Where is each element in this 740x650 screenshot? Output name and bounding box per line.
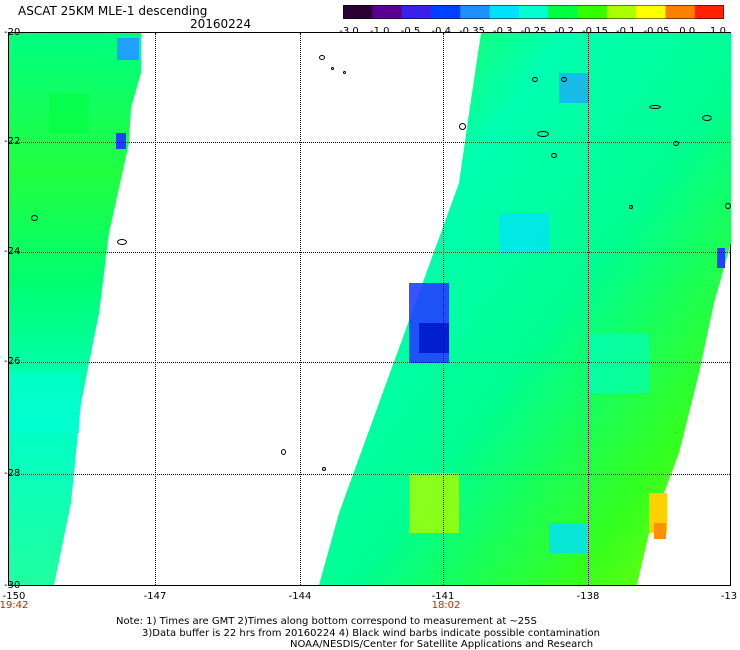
left-swath: [9, 33, 141, 585]
colorbar-label: -0.4: [431, 26, 451, 37]
lon-label: -13: [720, 591, 738, 602]
island-outline-icon: [331, 67, 334, 70]
colorbar-label: 1.0: [710, 26, 726, 37]
map-panel: [8, 32, 731, 586]
island-outline-icon: [561, 77, 567, 82]
lon-label: -144: [288, 591, 312, 602]
island-outline-icon: [702, 115, 712, 121]
colorbar-label: -1.0: [370, 26, 390, 37]
colorbar-cell: [665, 5, 696, 19]
lat-label: -28: [4, 468, 21, 479]
island-outline-icon: [532, 77, 538, 82]
colorbar: [343, 5, 724, 19]
colorbar-cell: [343, 5, 373, 19]
colorbar-label: -3.0: [339, 26, 359, 37]
lat-label: -24: [4, 246, 21, 257]
colorbar-label: -0.2: [554, 26, 574, 37]
lat-label: -30: [4, 580, 21, 591]
lon-label: -141: [431, 591, 455, 602]
colorbar-cell: [489, 5, 520, 19]
island-outline-icon: [673, 141, 679, 146]
colorbar-cell: [401, 5, 432, 19]
lat-label: -26: [4, 356, 21, 367]
colorbar-label: -0.3: [493, 26, 513, 37]
map-date: 20160224: [190, 17, 252, 31]
colorbar-cell: [577, 5, 608, 19]
island-outline-icon: [281, 449, 286, 455]
colorbar-cell: [548, 5, 578, 19]
colorbar-cell: [430, 5, 461, 19]
lon-label: -147: [143, 591, 167, 602]
island-outline-icon: [322, 467, 326, 471]
lon-label: -138: [576, 591, 600, 602]
footer-note-line3: NOAA/NESDIS/Center for Satellite Applica…: [290, 639, 594, 650]
island-outline-icon: [629, 205, 633, 209]
colorbar-label: -0.15: [582, 26, 608, 37]
colorbar-cell: [694, 5, 724, 19]
colorbar-cell: [636, 5, 666, 19]
island-outline-icon: [537, 131, 549, 137]
lat-label: -20: [4, 27, 21, 38]
map-title: ASCAT 25KM MLE-1 descending: [18, 4, 208, 18]
colorbar-label: -0.35: [459, 26, 485, 37]
colorbar-cell: [372, 5, 403, 19]
colorbar-label: -0.1: [616, 26, 636, 37]
lat-label: -22: [4, 136, 21, 147]
island-outline-icon: [31, 215, 38, 221]
footer-note-line1: Note: 1) Times are GMT 2)Times along bot…: [116, 616, 537, 627]
island-outline-icon: [551, 153, 557, 158]
colorbar-cell: [460, 5, 491, 19]
colorbar-label: -0.5: [401, 26, 421, 37]
island-outline-icon: [459, 123, 466, 130]
island-outline-icon: [319, 55, 325, 60]
island-outline-icon: [117, 239, 127, 245]
colorbar-label: 0.0: [679, 26, 695, 37]
colorbar-label: -0.25: [521, 26, 547, 37]
right-swath: [319, 33, 731, 585]
colorbar-cell: [606, 5, 637, 19]
time-label: 19:42: [0, 600, 29, 611]
colorbar-cell: [518, 5, 549, 19]
footer-note-line2: 3)Data buffer is 22 hrs from 20160224 4)…: [142, 628, 600, 639]
colorbar-label: -0.05: [644, 26, 670, 37]
island-outline-icon: [725, 203, 731, 209]
time-label: 18:02: [431, 600, 461, 611]
island-outline-icon: [343, 71, 346, 74]
island-outline-icon: [649, 105, 661, 109]
lon-label: -150: [2, 591, 26, 602]
